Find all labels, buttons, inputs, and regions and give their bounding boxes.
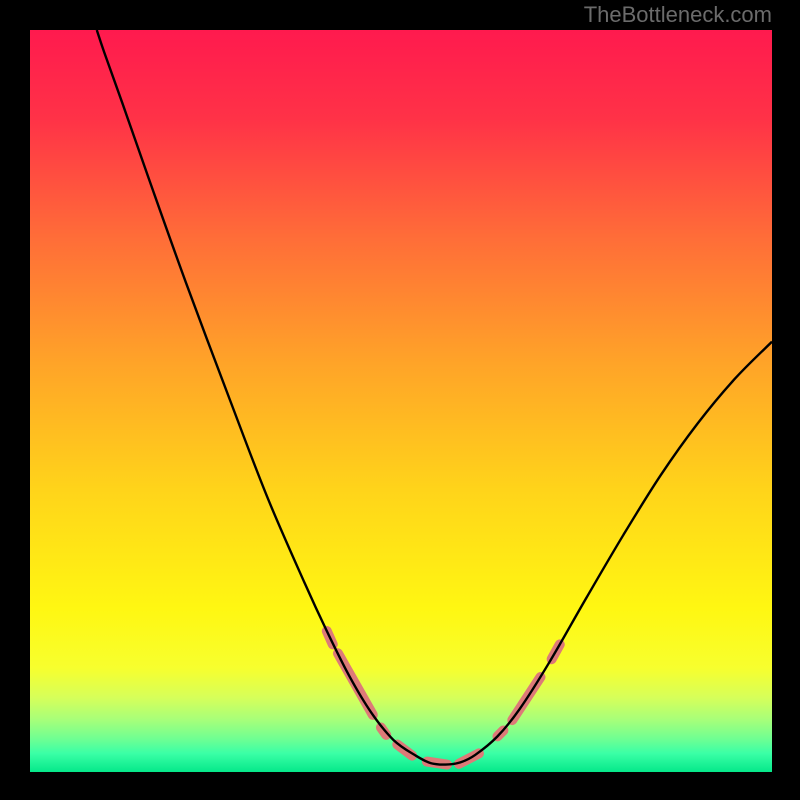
plot-background — [30, 30, 772, 772]
watermark-text: TheBottleneck.com — [584, 2, 772, 28]
bottleneck-curve-plot — [30, 30, 772, 772]
